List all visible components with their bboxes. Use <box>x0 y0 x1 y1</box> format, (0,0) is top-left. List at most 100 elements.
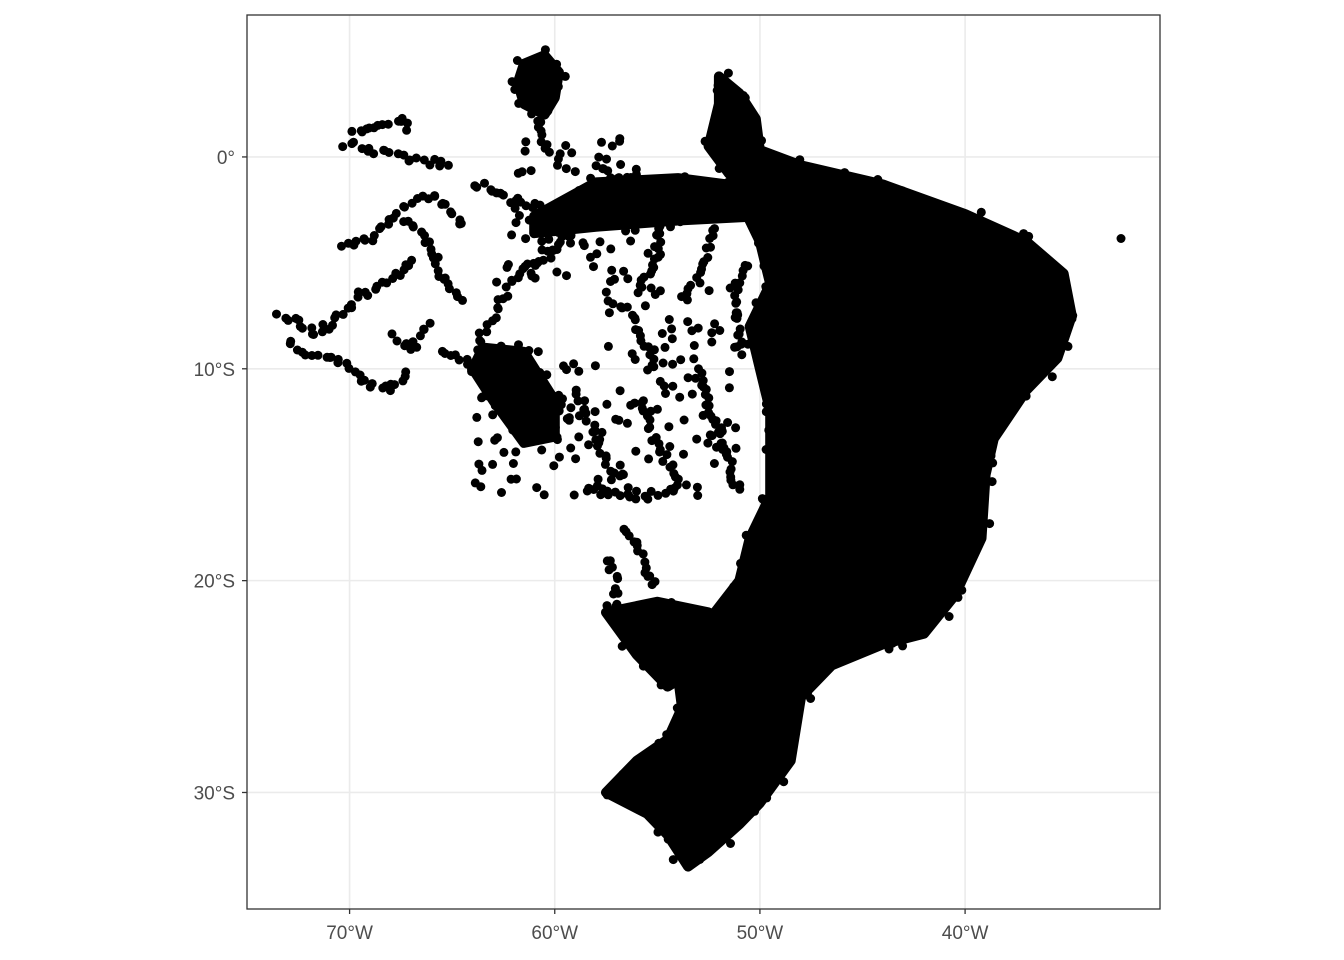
point-sparse-0 <box>524 346 534 355</box>
point-madeira <box>493 303 503 313</box>
point-fringe-roraima-cluster <box>560 71 570 81</box>
point-fringe-amapa-strip <box>752 135 762 145</box>
point-fringe-amapa-strip <box>748 152 758 162</box>
point-sparse-3 <box>622 172 632 182</box>
point-sparse-3 <box>513 168 523 178</box>
point-sparse-0 <box>488 459 498 469</box>
point-sparse-1 <box>626 400 636 410</box>
point-fringe-east-coast-mass <box>618 769 628 779</box>
point-fringe-parana-interior <box>679 674 689 684</box>
point-fringe-roraima-cluster <box>546 81 556 91</box>
point-purus-upper <box>420 231 429 240</box>
point-fringe-rondonia-cluster <box>468 366 478 376</box>
point-sparse-1 <box>644 454 654 464</box>
point-sparse-0 <box>504 389 514 398</box>
point-sparse-2 <box>543 246 553 256</box>
point-fringe-parana-interior <box>610 613 620 623</box>
point-tocantins <box>799 379 809 389</box>
point-sparse-2 <box>553 227 563 237</box>
point-sparse-1 <box>724 383 734 393</box>
point-sparse-0 <box>493 358 503 368</box>
point-juta-river <box>440 199 450 209</box>
point-fringe-east-coast-mass <box>1047 372 1057 382</box>
point-sparse-1 <box>693 491 703 500</box>
panel-border <box>246 14 1161 910</box>
point-sparse-0 <box>524 392 534 402</box>
point-rio-negro <box>411 153 421 163</box>
point-fringe-east-coast-mass <box>871 638 881 648</box>
point-mt-central <box>647 436 657 446</box>
point-sparse-2 <box>507 230 517 240</box>
point-sparse-2 <box>534 257 544 266</box>
point-fringe-east-coast-mass <box>729 582 739 592</box>
point-sparse-2 <box>630 225 640 235</box>
point-sparse-1 <box>668 359 678 369</box>
point-sparse-1 <box>594 438 604 448</box>
point-sparse-0 <box>511 474 521 484</box>
point-sparse-1 <box>691 373 701 383</box>
point-madeira <box>503 291 513 301</box>
point-sparse-3 <box>521 137 531 147</box>
point-sparse-1 <box>710 319 720 329</box>
point-sparse-1 <box>664 422 674 432</box>
point-sparse-2 <box>595 237 605 247</box>
point-sparse-0 <box>474 459 484 469</box>
point-fringe-rondonia-cluster <box>542 370 552 380</box>
point-purus-mid <box>392 336 402 346</box>
point-madeira <box>476 337 486 347</box>
point-fringe-east-coast-mass <box>761 399 771 409</box>
point-sparse-1 <box>726 472 736 482</box>
point-sparse-3 <box>597 137 606 147</box>
point-fringe-parana-interior <box>666 677 676 687</box>
point-amazon-north <box>560 204 570 214</box>
point-acre-south <box>333 358 343 368</box>
point-acre-south <box>313 350 323 360</box>
point-acre-west <box>331 310 341 320</box>
point-fringe-east-coast-mass <box>743 339 753 349</box>
point-pantanal <box>645 571 655 581</box>
point-fringe-east-coast-mass <box>703 846 713 856</box>
point-acre-south <box>359 375 369 385</box>
point-fringe-east-coast-mass <box>1033 251 1043 261</box>
point-tocantins <box>795 325 805 335</box>
y-tick-label-3: 30°S <box>194 783 235 804</box>
point-tapajos <box>654 208 664 218</box>
point-sparse-1 <box>604 308 614 318</box>
point-fringe-east-coast-mass <box>795 155 805 165</box>
point-fringe-east-coast-mass <box>736 190 745 200</box>
point-madeira <box>566 238 575 248</box>
point-jurua <box>407 255 417 265</box>
point-madeira-west <box>454 355 464 365</box>
point-mt-east <box>697 368 707 378</box>
point-sparse-3 <box>602 154 611 164</box>
point-sparse-1 <box>614 415 624 425</box>
point-fringe-roraima-cluster <box>510 85 520 94</box>
point-fringe-east-coast-mass <box>965 557 975 567</box>
point-sparse-1 <box>709 459 719 468</box>
point-sparse-1 <box>658 358 668 368</box>
point-negro-lower <box>498 190 508 200</box>
point-fringe-parana-interior <box>617 641 627 651</box>
point-fringe-parana-interior <box>706 630 716 639</box>
point-sparse-0 <box>537 445 547 455</box>
point-sparse-3 <box>594 152 604 162</box>
point-fringe-parana-interior <box>666 598 676 607</box>
point-sparse-1 <box>667 334 677 344</box>
point-fringe-east-coast-mass <box>751 298 761 308</box>
point-madeira <box>546 253 556 263</box>
point-jurua <box>360 287 370 297</box>
point-trombetas <box>603 166 613 176</box>
point-madeira-west <box>477 370 487 379</box>
point-sparse-1 <box>657 329 667 338</box>
point-fringe-amazon-river-band <box>524 215 534 225</box>
point-sparse-3 <box>520 146 530 156</box>
point-sparse-0 <box>536 387 545 397</box>
point-sparse-1 <box>707 337 717 347</box>
point-fringe-east-coast-mass <box>888 638 897 648</box>
point-fringe-roraima-cluster <box>540 45 550 55</box>
point-fringe-amazon-river-band <box>593 217 603 226</box>
point-sparse-3 <box>615 136 625 146</box>
point-fringe-east-coast-mass <box>788 710 798 720</box>
point-sparse-0 <box>582 486 592 496</box>
point-rio-negro <box>399 150 409 160</box>
